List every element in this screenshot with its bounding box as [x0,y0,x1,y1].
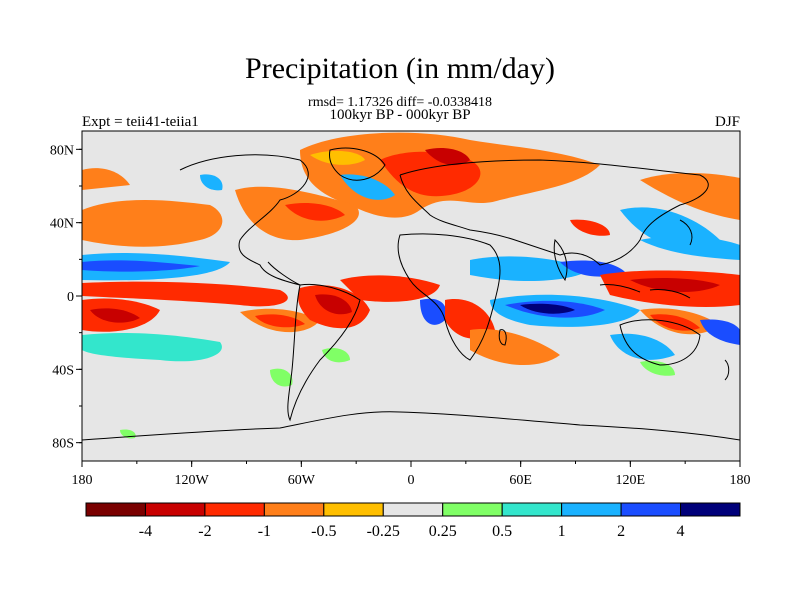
lon-tick-label: 120W [175,473,210,488]
colorbar-label: 0.5 [492,523,512,540]
colorbar-swatch [204,502,265,517]
lat-tick-label: 40S [52,363,74,378]
lon-tick-label: 0 [408,473,415,488]
colorbar-label: -2 [198,523,211,540]
colorbar-swatch [620,502,682,517]
precip-anomaly-region [640,173,740,220]
season-label: DJF [714,114,740,130]
colorbar-label: -0.25 [367,523,400,540]
colorbar-label: 0.25 [429,523,457,540]
precip-anomaly-region [315,294,352,315]
precip-field [82,131,740,461]
precip-anomaly-region [82,168,130,190]
precip-anomaly-region [82,260,200,272]
colorbar-label: 4 [677,523,685,540]
precip-anomaly-region [630,277,720,292]
colorbar-swatch [501,502,563,517]
precip-anomaly-region [200,174,223,191]
precip-anomaly-region [285,203,345,221]
precip-anomaly-region [425,148,470,166]
precip-anomaly-region [255,314,305,328]
colorbar-label: 2 [617,523,625,540]
longitude-axis: 180 120W 60W 0 60E 120E 180 [72,461,751,488]
lat-tick-label: 80N [50,143,74,158]
precip-anomaly-region [520,303,575,314]
precip-anomaly-region [340,174,395,200]
stats-line: rmsd= 1.17326 diff= -0.0338418 [308,95,492,110]
precip-anomaly-region [82,332,222,362]
latitude-axis: 80N 40N 0 40S 80S [50,143,82,452]
precip-anomaly-region [640,236,740,260]
precip-anomaly-region [445,299,495,339]
colorbar-swatch [382,502,444,517]
experiment-label: Expt = teii41-teiia1 [82,114,199,130]
colorbar-swatch [680,502,741,517]
precip-anomaly-region [270,368,293,387]
lat-tick-label: 80S [52,437,74,452]
colorbar-swatch [323,502,384,517]
colorbar-label: -1 [258,523,271,540]
lon-tick-label: 60W [288,473,316,488]
precip-anomaly-region [650,314,700,331]
colorbar-swatch [144,502,206,517]
lon-tick-label: 180 [730,473,751,488]
precip-anomaly-region [82,200,223,247]
subtitle: 100kyr BP - 000kyr BP [329,107,471,123]
colorbar-swatch [263,502,325,517]
precip-anomaly-region [322,348,350,363]
coastlines [82,147,740,441]
colorbar: -4 -2 -1 -0.5 -0.25 0.25 0.5 1 2 4 [85,502,741,540]
precip-anomaly-region [340,275,440,302]
colorbar-swatch [85,502,146,517]
precip-anomaly-region [470,329,560,366]
chart-title: Precipitation (in mm/day) [245,52,555,85]
precip-anomaly-region [560,260,625,277]
lat-tick-label: 0 [67,290,74,305]
colorbar-swatch [442,502,503,517]
colorbar-swatch [561,502,622,517]
colorbar-label: 1 [558,523,566,540]
colorbar-label: -0.5 [311,523,336,540]
precip-anomaly-region [700,319,740,345]
precip-anomaly-region [420,298,447,325]
lat-tick-label: 40N [50,217,74,232]
lon-tick-label: 120E [616,473,646,488]
colorbar-label: -4 [139,523,152,540]
precip-anomaly-region [310,150,365,165]
lon-tick-label: 180 [72,473,93,488]
precip-anomaly-region [82,281,288,307]
precip-anomaly-region [570,219,610,236]
lon-tick-label: 60E [509,473,532,488]
precip-anomaly-region [610,333,675,360]
precip-anomaly-region [90,308,140,323]
